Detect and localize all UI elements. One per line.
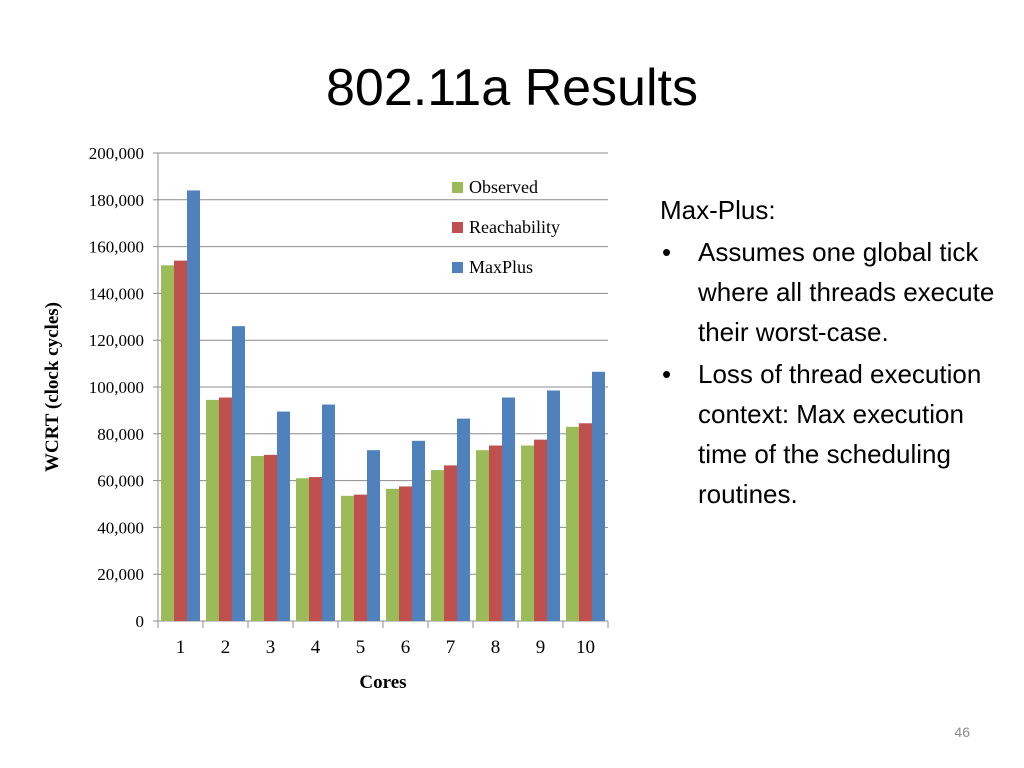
y-tick-label: 100,000 bbox=[89, 378, 144, 397]
y-tick-label: 20,000 bbox=[97, 565, 144, 584]
bullet-list: • Assumes one global tick where all threa… bbox=[660, 232, 1000, 514]
bar-maxplus bbox=[457, 418, 470, 621]
bar-observed bbox=[386, 488, 399, 621]
bar-observed bbox=[431, 470, 444, 621]
bar-reachability bbox=[264, 454, 277, 621]
y-tick-label: 0 bbox=[136, 612, 145, 631]
x-tick-label: 5 bbox=[356, 637, 366, 658]
bar-observed bbox=[566, 426, 579, 621]
y-tick-label: 40,000 bbox=[97, 518, 144, 537]
x-tick-label: 6 bbox=[401, 637, 411, 658]
bar-reachability bbox=[534, 439, 547, 621]
bullet-item: • Assumes one global tick where all threa… bbox=[660, 232, 1000, 352]
y-tick-label: 120,000 bbox=[89, 331, 144, 350]
bar-observed bbox=[296, 478, 309, 621]
bar-reachability bbox=[399, 486, 412, 621]
legend-label: Observed bbox=[469, 177, 538, 197]
bullet-text: Assumes one global tick where all thread… bbox=[698, 237, 995, 347]
bullet-item: • Loss of thread execution context: Max e… bbox=[660, 354, 1000, 514]
y-tick-label: 200,000 bbox=[89, 144, 144, 163]
x-tick-label: 3 bbox=[266, 637, 276, 658]
bar-maxplus bbox=[367, 450, 380, 621]
bar-maxplus bbox=[277, 411, 290, 621]
y-tick-label: 140,000 bbox=[89, 284, 144, 303]
bar-maxplus bbox=[412, 440, 425, 621]
bar-reachability bbox=[309, 477, 322, 621]
y-axis-title: WCRT (clock cycles) bbox=[42, 302, 63, 472]
bar-observed bbox=[206, 399, 219, 621]
bar-reachability bbox=[174, 260, 187, 621]
x-tick-label: 10 bbox=[576, 637, 595, 658]
y-tick-label: 80,000 bbox=[97, 425, 144, 444]
bar-observed bbox=[341, 495, 354, 621]
bar-reachability bbox=[489, 445, 502, 621]
bar-maxplus bbox=[547, 390, 560, 621]
bullet-text: Loss of thread execution context: Max ex… bbox=[698, 359, 982, 509]
bar-reachability bbox=[444, 465, 457, 621]
slide-title: 802.11a Results bbox=[326, 59, 698, 117]
legend-swatch-reachability bbox=[452, 222, 463, 233]
x-tick-label: 4 bbox=[311, 637, 321, 658]
x-tick-label: 8 bbox=[491, 637, 501, 658]
notes-intro: Max-Plus: bbox=[660, 195, 776, 225]
page-number: 46 bbox=[954, 724, 970, 740]
bar-observed bbox=[161, 265, 174, 621]
y-tick-label: 60,000 bbox=[97, 472, 144, 491]
bar-reachability bbox=[354, 494, 367, 621]
legend-swatch-maxplus bbox=[452, 262, 463, 273]
legend-label: Reachability bbox=[469, 217, 560, 237]
y-tick-label: 160,000 bbox=[89, 238, 144, 257]
y-tick-label: 180,000 bbox=[89, 191, 144, 210]
legend-label: MaxPlus bbox=[469, 257, 533, 277]
x-tick-label: 7 bbox=[446, 637, 456, 658]
bar-maxplus bbox=[322, 404, 335, 621]
bar-observed bbox=[521, 445, 534, 621]
x-tick-label: 1 bbox=[176, 637, 186, 658]
x-tick-label: 2 bbox=[221, 637, 231, 658]
bullet-dot-icon: • bbox=[662, 359, 672, 389]
bar-observed bbox=[476, 450, 489, 621]
bullet-dot-icon: • bbox=[662, 237, 672, 267]
x-tick-label: 9 bbox=[536, 637, 546, 658]
bar-maxplus bbox=[502, 397, 515, 621]
x-axis-title: Cores bbox=[359, 672, 406, 693]
bar-maxplus bbox=[232, 326, 245, 621]
bar-chart: 0 20,000 40,000 60,000 80,000 100,000 120,000 1… bbox=[42, 144, 609, 693]
bar-maxplus bbox=[187, 190, 200, 621]
bar-observed bbox=[251, 456, 264, 621]
legend-swatch-observed bbox=[452, 182, 463, 193]
notes-panel: Max-Plus: • Assumes one global tick where… bbox=[660, 190, 1000, 516]
bar-maxplus bbox=[592, 371, 605, 621]
bar-reachability bbox=[219, 397, 232, 621]
bar-reachability bbox=[579, 423, 592, 621]
